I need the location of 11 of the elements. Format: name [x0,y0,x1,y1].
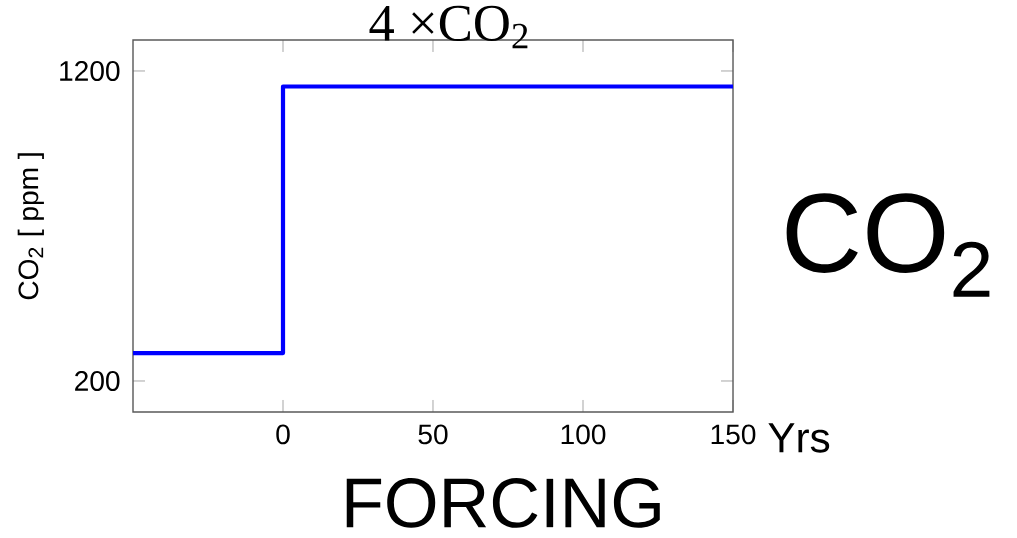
y-tick-label: 1200 [60,61,120,81]
x-tick-label: 100 [561,424,606,445]
x-tick-label: 150 [711,424,756,445]
x-tick-label: 0 [276,424,290,445]
chart-title: 4 ×CO$_{2}$ [369,5,528,49]
y-axis-title: CO$_{2}$ [ ppm ] [17,153,44,300]
x-axis-title: Yrs [768,423,830,453]
x-tick-label: 50 [418,424,448,445]
text: CO$_{2}$ [786,193,990,297]
y-tick-label: 200 [75,371,120,391]
text: FORCING [346,478,660,528]
